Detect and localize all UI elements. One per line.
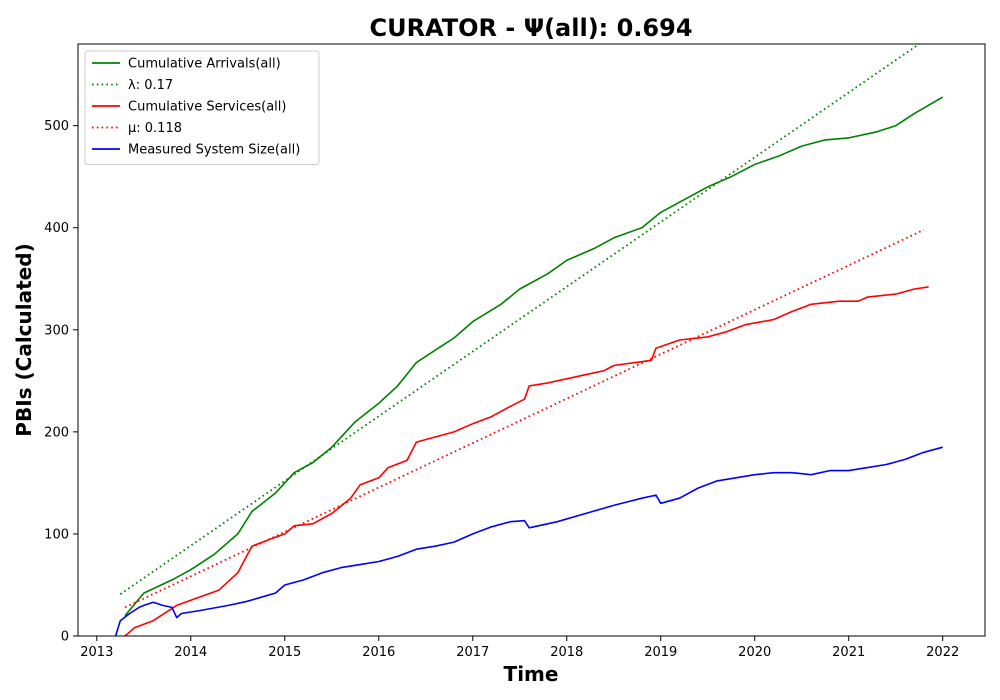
y-axis-label: PBIs (Calculated) [12,243,36,436]
x-tick-label: 2013 [80,645,113,660]
x-axis-ticks: 2013 2014 2015 2016 2017 2018 2019 2020 2021 2022 [80,636,959,660]
legend-label-0: Cumulative Arrivals(all) [128,57,281,72]
x-tick-label: 2015 [268,645,301,660]
y-tick-label: 500 [44,119,69,134]
x-tick-label: 2016 [362,645,395,660]
legend-label-1: λ: 0.17 [128,78,173,93]
x-tick-label: 2018 [550,645,583,660]
plot-frame [77,43,986,637]
x-axis-label: Time [504,662,559,686]
plot-series-group [114,44,944,636]
y-tick-label: 200 [44,425,69,440]
chart-title: CURATOR - Ψ(all): 0.694 [369,14,692,42]
y-tick-label: 300 [44,323,69,338]
series-line-1 [119,44,920,595]
series-line-0 [124,96,944,617]
y-tick-label: 0 [61,630,69,645]
legend-box [84,50,320,165]
legend-label-2: Cumulative Services(all) [128,100,286,115]
legend-label-4: Measured System Size(all) [128,143,300,158]
x-tick-label: 2021 [832,645,865,660]
legend: Cumulative Arrivals(all) λ: 0.17 Cumulativ… [84,50,320,165]
x-tick-label: 2014 [174,645,207,660]
x-tick-label: 2020 [738,645,771,660]
series-line-3 [124,228,925,609]
legend-label-3: μ: 0.118 [128,121,182,136]
x-tick-label: 2022 [926,645,959,660]
series-line-2 [124,286,929,636]
series-line-4 [114,446,943,636]
y-tick-label: 400 [44,221,69,236]
y-axis-ticks: 0 100 200 300 400 500 [44,119,78,645]
x-tick-label: 2019 [644,645,677,660]
y-tick-label: 100 [44,527,69,542]
x-tick-label: 2017 [456,645,489,660]
